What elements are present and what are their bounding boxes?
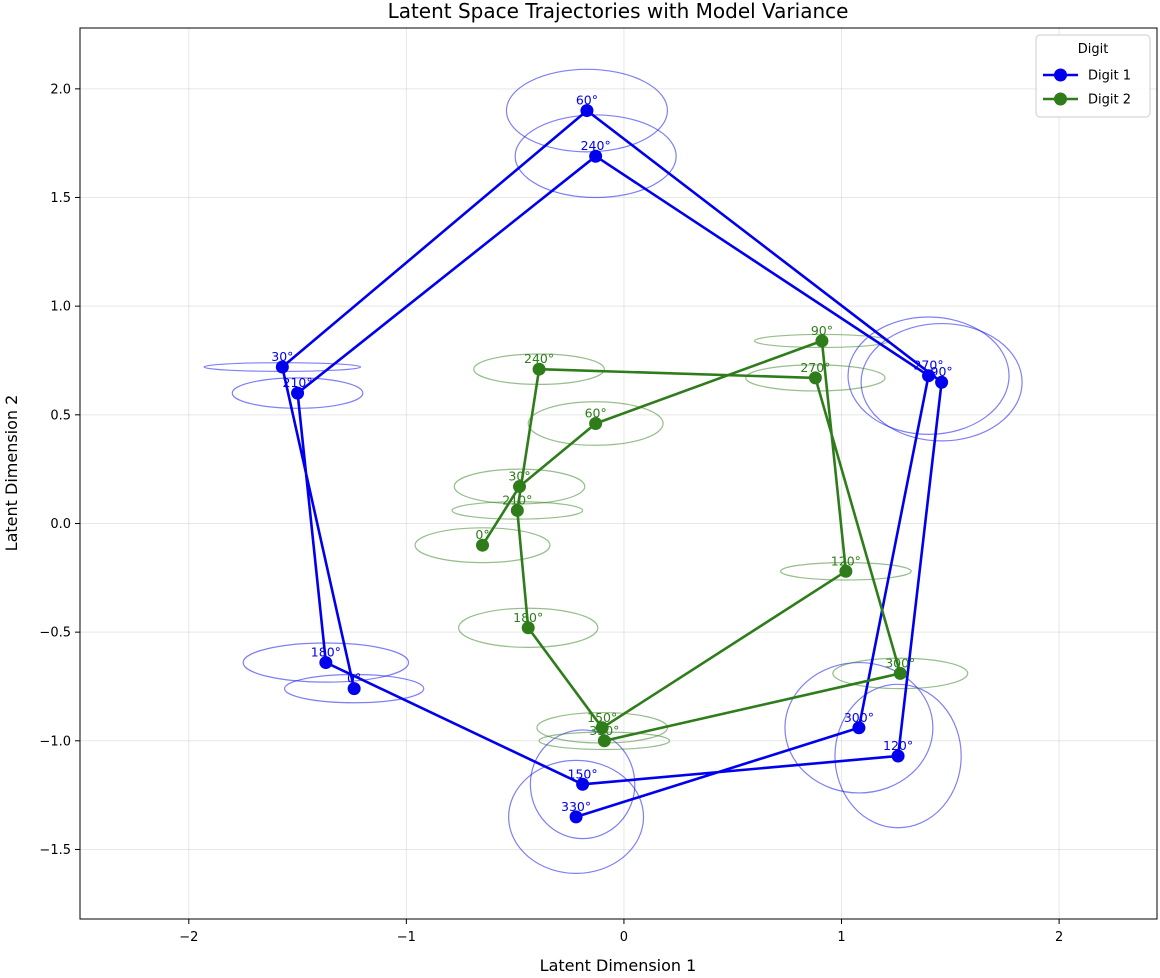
digit-1-angle-label: 60° <box>576 93 598 108</box>
plot-frame <box>79 27 1158 920</box>
x-axis-label: Latent Dimension 1 <box>540 956 697 975</box>
digit-2-point <box>815 334 829 348</box>
x-axis-ticks: −2 −1 0 1 2 <box>179 919 1063 945</box>
digit-1-legend-label: Digit 1 <box>1088 69 1131 84</box>
variance-ellipses <box>203 68 1023 874</box>
digit-2-angle-label: 0° <box>475 527 489 542</box>
point-labels: 0° 30° 60° 90° 120° 150° 180° 210° 240° 270° 300° 3… <box>271 93 952 814</box>
digit-1-angle-label: 270° <box>913 358 943 373</box>
digit-2-angle-label: 330° <box>589 723 619 738</box>
x-tick-label: −2 <box>179 930 198 945</box>
digit-2-angle-label: 90° <box>811 323 833 338</box>
digit-2-trajectory-line <box>481 339 902 743</box>
digit-1-point <box>922 369 936 383</box>
digit-1-point <box>580 104 594 118</box>
y-tick-label: 1.5 <box>50 191 71 206</box>
digit-1-variance-ellipse <box>834 683 962 829</box>
digit-1-point <box>319 656 333 670</box>
digit-2-point <box>595 721 609 735</box>
y-tick-label: 1.0 <box>50 300 71 315</box>
y-tick-label: 0.5 <box>50 408 71 423</box>
digit-1-angle-label: 0° <box>347 671 361 686</box>
digit-2-point <box>532 362 546 376</box>
y-axis-label: Latent Dimension 2 <box>2 395 21 552</box>
y-tick-label: −1.5 <box>39 843 71 858</box>
digit-2-variance-ellipse <box>457 607 599 648</box>
digit-2-legend-label: Digit 2 <box>1088 93 1131 108</box>
digit-2-point <box>521 621 535 635</box>
digit-2-angle-label: 120° <box>831 553 861 568</box>
digit-1-point <box>275 360 289 374</box>
digit-1-point <box>291 386 305 400</box>
digit-1-angle-label: 330° <box>561 799 591 814</box>
digit-1-point <box>852 721 866 735</box>
digit-2-angle-label: 270° <box>800 360 830 375</box>
x-tick-label: −1 <box>397 930 416 945</box>
digit-1-point <box>347 682 361 696</box>
digit-1-angle-label: 30° <box>271 349 293 364</box>
digit-2-variance-ellipse <box>527 401 664 446</box>
digit-2-angle-label: 300° <box>885 655 915 670</box>
digit-1-legend-marker <box>1054 68 1067 82</box>
digit-2-angle-label: 150° <box>587 710 617 725</box>
legend: Digit Digit 1 Digit 2 <box>1035 34 1151 118</box>
digit-1-angle-label: 120° <box>883 738 913 753</box>
x-tick-label: 2 <box>1055 930 1063 945</box>
digit-1-point <box>891 749 905 763</box>
digit-1-variance-ellipse <box>860 322 1023 442</box>
digit-1-angle-label: 210° <box>283 375 313 390</box>
digit-2-variance-ellipse <box>745 364 886 392</box>
digit-2-point <box>510 503 524 517</box>
digit-1-angle-label: 90° <box>931 364 953 379</box>
digit-1-angle-label: 150° <box>568 766 598 781</box>
digit-2-angle-label: 180° <box>513 610 543 625</box>
digit-1-variance-ellipse <box>847 316 1010 435</box>
digit-1-angle-label: 240° <box>581 138 611 153</box>
chart-title: Latent Space Trajectories with Model Var… <box>388 0 849 23</box>
y-tick-label: 2.0 <box>50 82 71 97</box>
digit-1-angle-label: 300° <box>844 710 874 725</box>
digit-2-point <box>893 666 907 680</box>
digit-2-variance-ellipse <box>473 353 605 386</box>
digit-2-point <box>839 564 853 578</box>
digit-2-point <box>476 538 490 552</box>
digit-1-variance-ellipse <box>784 661 934 794</box>
digit-1-variance-ellipse <box>505 68 669 153</box>
digit-2-variance-ellipse <box>414 527 551 564</box>
digit-2-point <box>808 371 822 385</box>
digit-1-point <box>935 375 949 389</box>
data-points <box>275 104 949 824</box>
digit-1-trajectory-line <box>281 109 943 819</box>
digit-2-legend-marker <box>1054 92 1067 106</box>
y-tick-label: 0.0 <box>50 517 71 532</box>
grid <box>80 28 1157 919</box>
digit-1-variance-ellipse <box>231 377 364 409</box>
y-axis-ticks: −1.5 −1.0 −0.5 0.0 0.5 1.0 1.5 2.0 <box>39 82 80 858</box>
digit-1-variance-ellipse <box>514 114 677 199</box>
digit-2-point <box>597 734 611 748</box>
digit-2-point <box>589 417 603 431</box>
x-tick-label: 0 <box>620 930 628 945</box>
digit-1-variance-ellipse <box>283 673 425 704</box>
digit-2-angle-label: 210° <box>502 492 532 507</box>
series-lines <box>281 109 943 819</box>
y-tick-label: −1.0 <box>39 734 71 749</box>
digit-1-point <box>569 810 583 824</box>
digit-1-point <box>589 149 603 163</box>
digit-2-point <box>513 480 527 494</box>
digit-2-angle-label: 30° <box>508 469 530 484</box>
digit-2-angle-label: 60° <box>585 406 607 421</box>
digit-1-variance-ellipse <box>529 729 636 840</box>
digit-1-point <box>576 777 590 791</box>
digit-1-variance-ellipse <box>242 642 410 683</box>
digit-1-variance-ellipse <box>508 759 645 874</box>
digit-1-angle-label: 180° <box>311 645 341 660</box>
digit-2-variance-ellipse <box>832 657 969 690</box>
digit-2-angle-label: 240° <box>524 351 554 366</box>
x-tick-label: 1 <box>837 930 845 945</box>
y-tick-label: −0.5 <box>39 626 71 641</box>
legend-entries: Digit 1 Digit 2 <box>1043 68 1131 108</box>
legend-title: Digit <box>1078 42 1109 57</box>
